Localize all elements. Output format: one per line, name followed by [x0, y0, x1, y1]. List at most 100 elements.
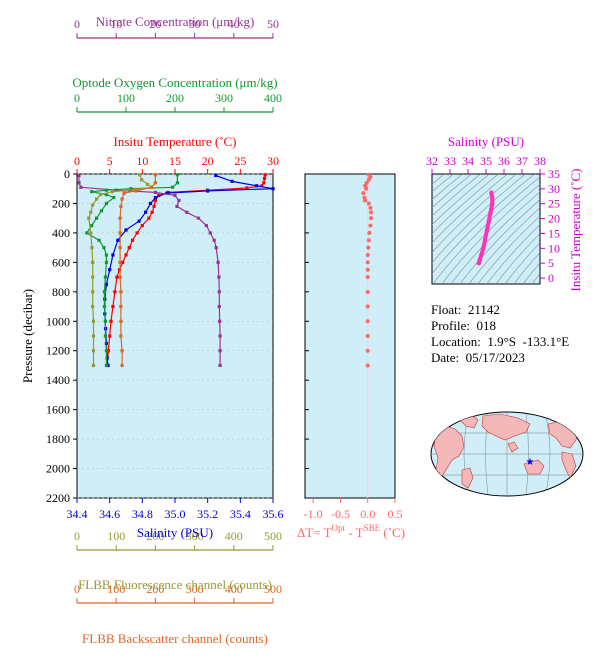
salinity-data-point — [111, 253, 115, 257]
ts-salinity-tick-label: 32 — [426, 154, 438, 168]
temperature-data-point — [150, 210, 154, 214]
nitrate-data-point — [204, 223, 208, 228]
salinity-data-point — [165, 191, 169, 195]
ts-density-contour — [486, 224, 540, 284]
ts-density-contour — [432, 174, 517, 254]
fluorescence-data-point — [91, 349, 96, 353]
backscatter-tick-label: 200 — [146, 582, 164, 596]
salinity-data-point — [105, 356, 109, 360]
pressure-tick-label: 1600 — [46, 403, 70, 417]
salinity-data-point — [144, 210, 148, 214]
pressure-tick-label: 1400 — [46, 373, 70, 387]
fluorescence-data-point — [91, 319, 96, 323]
float-id-text: Float: 21142 — [431, 302, 500, 317]
ts-density-contour — [468, 207, 540, 284]
backscatter-tick-label: 100 — [107, 582, 125, 596]
ts-data-point — [490, 195, 495, 200]
delta-t-data-point — [366, 245, 371, 250]
oxygen-profile-line — [85, 174, 178, 366]
temperature-data-point — [153, 198, 157, 203]
temperature-data-point — [147, 216, 151, 220]
salinity-tick-label: 34.8 — [132, 507, 153, 521]
ts-salinity-tick-label: 38 — [534, 154, 546, 168]
fluorescence-data-point — [89, 210, 93, 214]
ts-data-point — [488, 210, 493, 215]
nitrate-tick-label: 20 — [149, 17, 161, 31]
delta-t-data-point — [366, 177, 371, 182]
salinity-data-point — [255, 184, 259, 188]
oxygen-data-point — [90, 190, 94, 194]
ts-density-contour — [450, 191, 540, 284]
fluorescence-data-point — [98, 193, 103, 197]
date-text: Date: 05/17/2023 — [431, 350, 525, 365]
delta-t-axes: -1.0 -0.5 0.0 0.5 — [304, 173, 403, 521]
backscatter-data-point — [149, 185, 154, 189]
nitrate-tick-label: 30 — [189, 17, 201, 31]
fluorescence-data-point — [91, 290, 95, 294]
ts-temperature-tick-label: 35 — [548, 167, 560, 181]
temperature-tick-label: 25 — [234, 154, 246, 168]
temperature-data-point — [157, 193, 161, 197]
backscatter-data-point — [120, 197, 124, 201]
nitrate-data-point — [217, 304, 221, 309]
backscatter-data-point — [120, 363, 124, 368]
nitrate-data-point — [77, 173, 81, 178]
ts-salinity-tick-label: 34 — [462, 154, 474, 168]
oxygen-data-point — [99, 209, 104, 213]
ts-data-point — [486, 219, 491, 224]
fluorescence-tick-label: 100 — [107, 529, 125, 543]
delta-t-data-point — [365, 260, 370, 265]
temperature-data-point — [130, 238, 135, 242]
fluorescence-data-point — [91, 363, 96, 368]
oxygen-data-point — [104, 260, 108, 264]
oxygen-data-point — [175, 173, 180, 177]
nitrate-tick-label: 50 — [267, 17, 279, 31]
fluorescence-data-point — [138, 173, 142, 177]
nitrate-data-point — [196, 216, 201, 220]
nitrate-data-point — [212, 238, 216, 242]
backscatter-data-point — [153, 173, 157, 177]
fluorescence-data-point — [91, 334, 96, 338]
nitrate-tick-label: 0 — [74, 17, 80, 31]
backscatter-data-point — [120, 349, 124, 353]
backscatter-data-point — [119, 290, 123, 294]
backscatter-data-point — [119, 304, 123, 309]
float-location-marker: ★ — [526, 457, 535, 468]
nitrate-data-point — [218, 363, 222, 368]
temperature-tick-label: 5 — [107, 154, 113, 168]
pressure-axis-title: Pressure (decibar) — [20, 289, 35, 383]
delta-t-data-point — [367, 230, 372, 235]
ts-data-point — [482, 237, 488, 242]
delta-t-data-point — [364, 186, 369, 191]
oxygen-data-point — [103, 319, 108, 323]
oxygen-data-point — [97, 238, 101, 242]
temperature-tick-label: 30 — [267, 154, 279, 168]
delta-t-axis-title: ΔT= TOpt - TSBE (˚C) — [297, 523, 405, 540]
temperature-data-point — [262, 176, 267, 181]
ts-salinity-tick-label: 33 — [444, 154, 456, 168]
nitrate-tick-label: 10 — [110, 17, 122, 31]
nitrate-tick-label: 40 — [228, 17, 240, 31]
oxygen-data-point — [170, 185, 175, 189]
fluorescence-data-point — [110, 190, 114, 194]
temperature-data-point — [245, 186, 249, 190]
oxygen-data-point — [104, 188, 108, 192]
nitrate-data-point — [153, 190, 157, 195]
delta-t-tick-label: 0.0 — [360, 507, 375, 521]
salinity-data-point — [106, 363, 110, 368]
nitrate-data-point — [79, 185, 83, 189]
temperature-data-point — [117, 268, 122, 272]
backscatter-data-point — [119, 319, 123, 323]
salinity-axis-title: Salinity (PSU) — [137, 525, 213, 540]
ts-data-point — [489, 190, 494, 195]
salinity-data-point — [108, 268, 112, 272]
delta-t-data-point — [361, 191, 366, 196]
delta-t-data-point — [365, 319, 370, 324]
profile-series — [77, 173, 275, 368]
ts-temperature-title: Insitu Temperature (˚C) — [568, 168, 583, 291]
salinity-data-point — [137, 219, 141, 223]
backscatter-data-point — [122, 191, 126, 195]
temperature-data-point — [140, 223, 144, 228]
temperature-data-point — [115, 275, 119, 279]
delta-t-data-point — [369, 216, 373, 221]
